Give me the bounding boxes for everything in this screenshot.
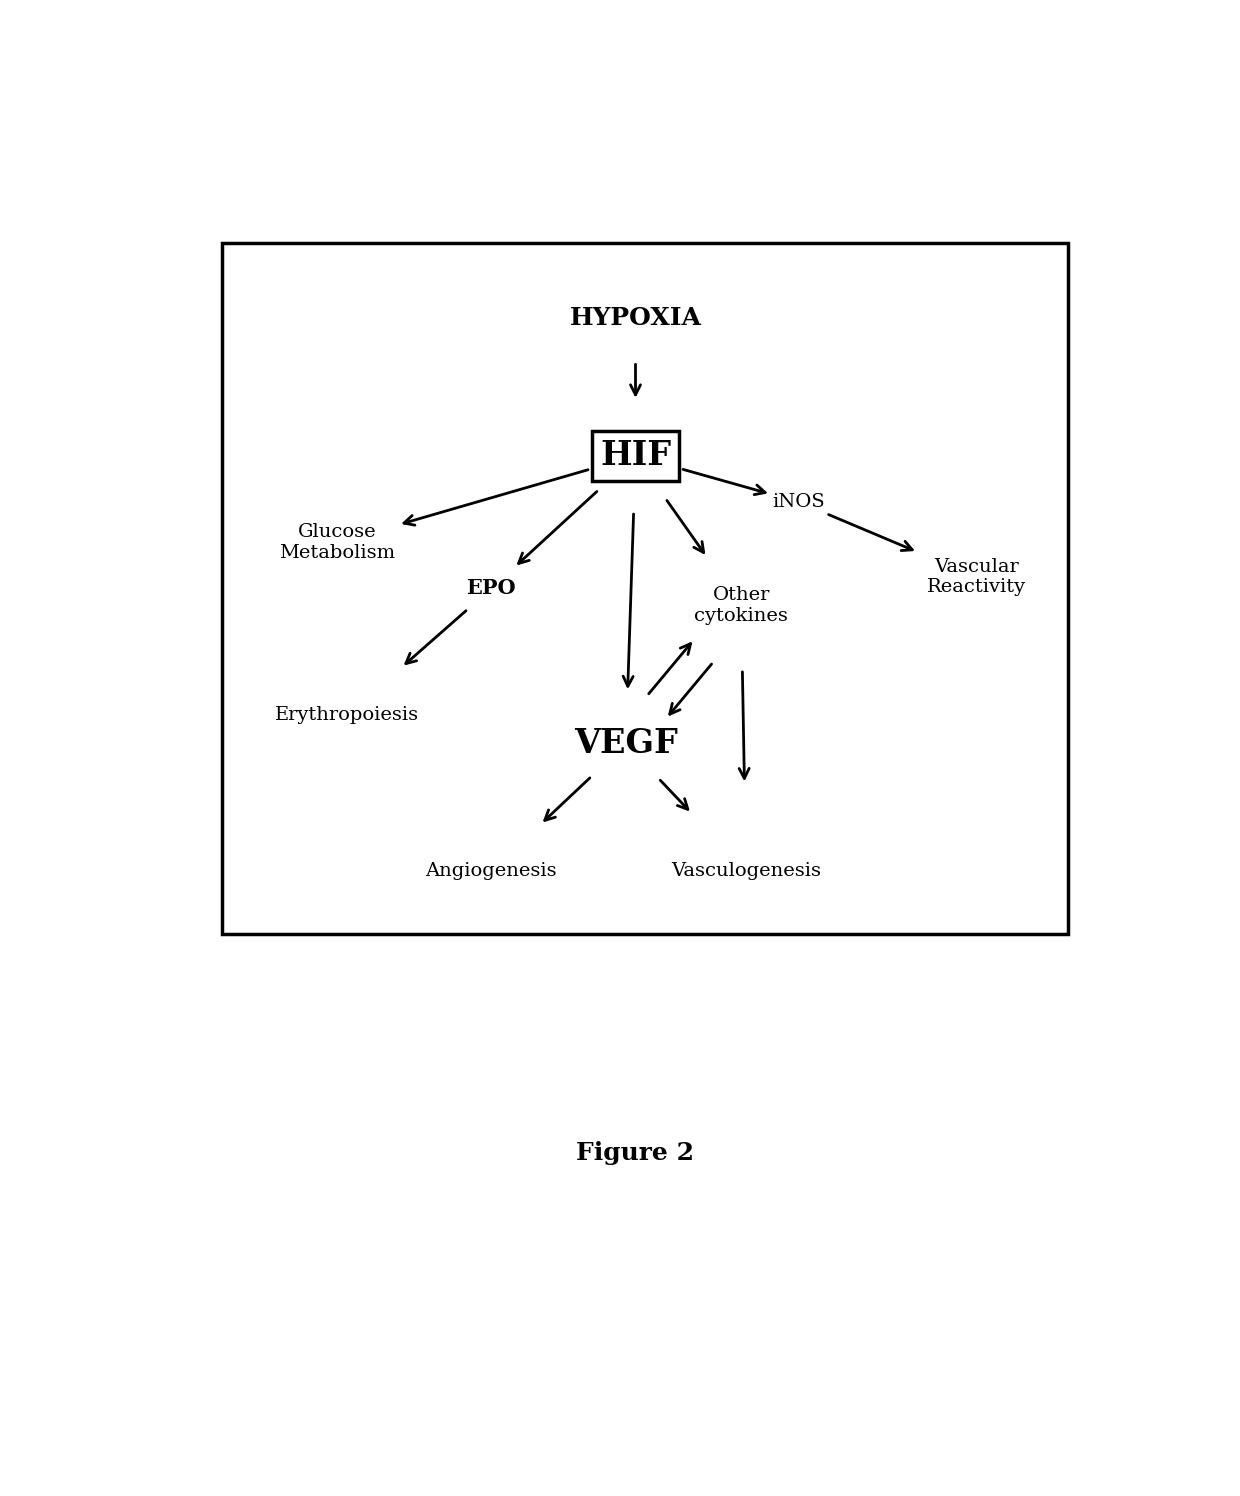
Text: EPO: EPO	[466, 579, 516, 598]
Bar	[222, 242, 1068, 934]
Text: iNOS: iNOS	[773, 494, 825, 512]
Text: Vascular
Reactivity: Vascular Reactivity	[928, 558, 1027, 597]
Text: Figure 2: Figure 2	[577, 1141, 694, 1165]
Text: VEGF: VEGF	[574, 727, 678, 760]
Text: Erythropoiesis: Erythropoiesis	[275, 706, 419, 724]
Text: Vasculogenesis: Vasculogenesis	[671, 862, 821, 880]
Text: HYPOXIA: HYPOXIA	[569, 305, 702, 329]
Text: Other
cytokines: Other cytokines	[694, 586, 789, 625]
Text: HIF: HIF	[600, 440, 671, 473]
Text: Angiogenesis: Angiogenesis	[425, 862, 557, 880]
Text: Glucose
Metabolism: Glucose Metabolism	[279, 524, 396, 562]
